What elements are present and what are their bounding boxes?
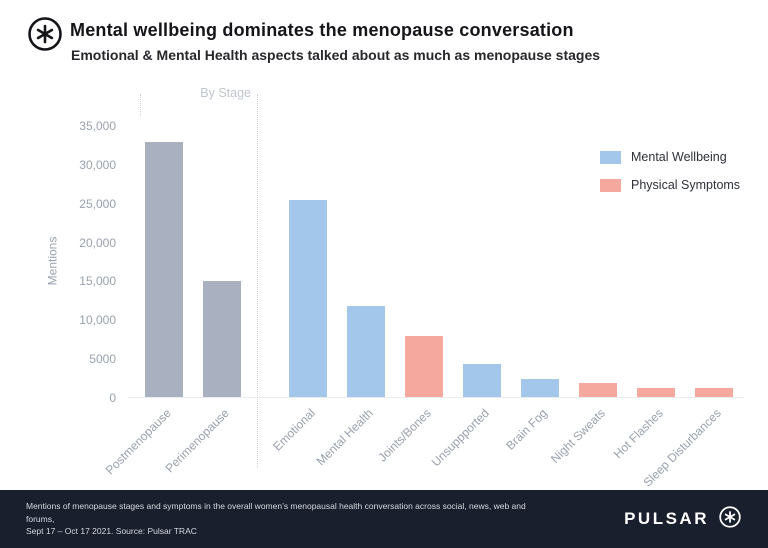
group-separator-left-line [140, 94, 141, 116]
bar-slot: Night Sweats [548, 126, 617, 466]
bar-slot: Joints/Bones [375, 126, 443, 464]
y-tick-label: 25,000 [79, 196, 116, 211]
bar-postmenopause [145, 142, 183, 397]
legend-label: Mental Wellbeing [631, 150, 727, 164]
y-axis: 0 5000 10,000 15,000 20,000 25,000 30,000 35,00… [56, 119, 116, 405]
bar-slot: Postmenopause [103, 126, 183, 477]
bar-brain-fog [521, 379, 559, 397]
y-tick-label: 15,000 [79, 274, 116, 289]
page-subtitle: Emotional & Mental Health aspects talked… [71, 47, 601, 63]
bar-perimenopause [203, 281, 241, 397]
bar-night-sweats [579, 383, 617, 397]
bar-slot: Perimenopause [163, 126, 241, 475]
brand-name: PULSAR [624, 509, 709, 528]
bar-mental-health [347, 306, 385, 397]
pulsar-logo-icon-footer [718, 505, 742, 534]
group-annotation: By Stage [200, 86, 251, 100]
bar-slot: Mental Health [314, 126, 385, 468]
group-separator-line [257, 94, 258, 468]
caption-line-1: Mentions of menopause stages and symptom… [26, 500, 526, 524]
pulsar-wordmark: PULSAR [624, 505, 742, 534]
page-title: Mental wellbeing dominates the menopause… [70, 20, 574, 40]
footer-bar: Mentions of menopause stages and symptom… [0, 490, 768, 548]
y-tick-label: 30,000 [79, 157, 116, 172]
bar-sleep-disturbances [695, 388, 733, 397]
y-tick-label: 35,000 [79, 119, 116, 133]
chart-legend: Mental Wellbeing Physical Symptoms [600, 150, 740, 206]
mental-wellbeing-swatch [600, 150, 621, 164]
bar-slot: Sleep Disturbances [640, 126, 733, 489]
source-caption: Mentions of menopause stages and symptom… [26, 500, 546, 538]
bar-slot: Brain Fog [503, 126, 559, 453]
bar-hot-flashes [637, 388, 675, 397]
bar-chart: Mentions 0 5000 10,000 15,000 20,000 25,000 30… [45, 86, 744, 489]
y-tick-label: 10,000 [79, 313, 116, 328]
legend-label: Physical Symptoms [631, 178, 741, 192]
bar-joints-bones [405, 336, 443, 397]
physical-symptoms-swatch [600, 178, 621, 192]
bars-area: Postmenopause Perimenopause Emotional Menta… [103, 126, 744, 489]
legend-item-physical-symptoms: Physical Symptoms [600, 178, 740, 192]
y-tick-label: 20,000 [79, 235, 116, 250]
bar-slot: Emotional [270, 126, 327, 454]
legend-item-mental-wellbeing: Mental Wellbeing [600, 150, 740, 164]
bar-emotional [289, 200, 327, 397]
bar-unsuppported [463, 364, 501, 397]
y-tick-label: 5000 [89, 352, 116, 367]
y-tick-label: 0 [109, 391, 116, 405]
bar-slot: Unsuppported [429, 126, 501, 469]
pulsar-logo-icon [26, 15, 64, 58]
bar-slot: Hot Flashes [611, 126, 675, 461]
caption-line-2: Sept 17 – Oct 17 2021. Source: Pulsar TR… [26, 526, 197, 537]
